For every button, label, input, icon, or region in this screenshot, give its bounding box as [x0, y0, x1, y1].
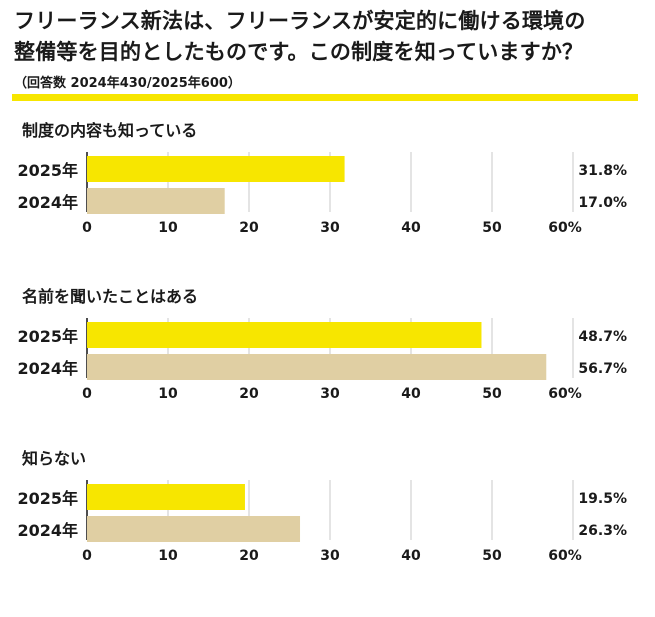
category-label: 2025年: [17, 161, 78, 180]
value-label: 19.5%: [578, 491, 627, 507]
bar-3-1: [87, 484, 245, 510]
bar-1-1: [87, 156, 345, 182]
panel-title-3: 知らない: [22, 449, 86, 468]
category-label: 2025年: [17, 327, 78, 346]
tick-label: 10: [158, 386, 178, 402]
tick-label: 30: [320, 386, 340, 402]
bar-2-1: [87, 322, 482, 348]
tick-label: 30: [320, 548, 340, 564]
chart-title: フリーランス新法は、フリーランスが安定的に働ける環境の 整備等を目的としたもので…: [14, 6, 644, 68]
chart-title-line1: フリーランス新法は、フリーランスが安定的に働ける環境の: [14, 9, 586, 33]
category-label: 2025年: [17, 489, 78, 508]
tick-label: 50: [482, 220, 502, 236]
tick-label: 20: [239, 548, 259, 564]
category-label: 2024年: [17, 193, 78, 212]
tick-label: 10: [158, 548, 178, 564]
tick-label: 50: [482, 548, 502, 564]
bar-2-2: [87, 354, 547, 380]
panel-title-2: 名前を聞いたことはある: [22, 287, 198, 306]
accent-rule: [12, 94, 638, 101]
category-label: 2024年: [17, 521, 78, 540]
chart-subtitle: （回答数 2024年430/2025年600）: [14, 76, 241, 91]
tick-label: 60%: [548, 386, 582, 402]
tick-label: 60%: [548, 548, 582, 564]
tick-label: 0: [82, 220, 92, 236]
tick-label: 0: [82, 548, 92, 564]
value-label: 48.7%: [578, 329, 627, 345]
tick-label: 40: [401, 220, 421, 236]
tick-label: 0: [82, 386, 92, 402]
tick-label: 40: [401, 386, 421, 402]
value-label: 31.8%: [578, 163, 627, 179]
value-label: 17.0%: [578, 195, 627, 211]
category-label: 2024年: [17, 359, 78, 378]
tick-label: 10: [158, 220, 178, 236]
chart-title-line2: 整備等を目的としたものです。この制度を知っていますか？: [14, 40, 584, 64]
tick-label: 60%: [548, 220, 582, 236]
tick-label: 50: [482, 386, 502, 402]
panel-title-1: 制度の内容も知っている: [22, 121, 197, 140]
tick-label: 40: [401, 548, 421, 564]
tick-label: 30: [320, 220, 340, 236]
tick-label: 20: [239, 220, 259, 236]
value-label: 56.7%: [578, 361, 627, 377]
bar-1-2: [87, 188, 225, 214]
value-label: 26.3%: [578, 523, 627, 539]
bar-3-2: [87, 516, 301, 542]
tick-label: 20: [239, 386, 259, 402]
